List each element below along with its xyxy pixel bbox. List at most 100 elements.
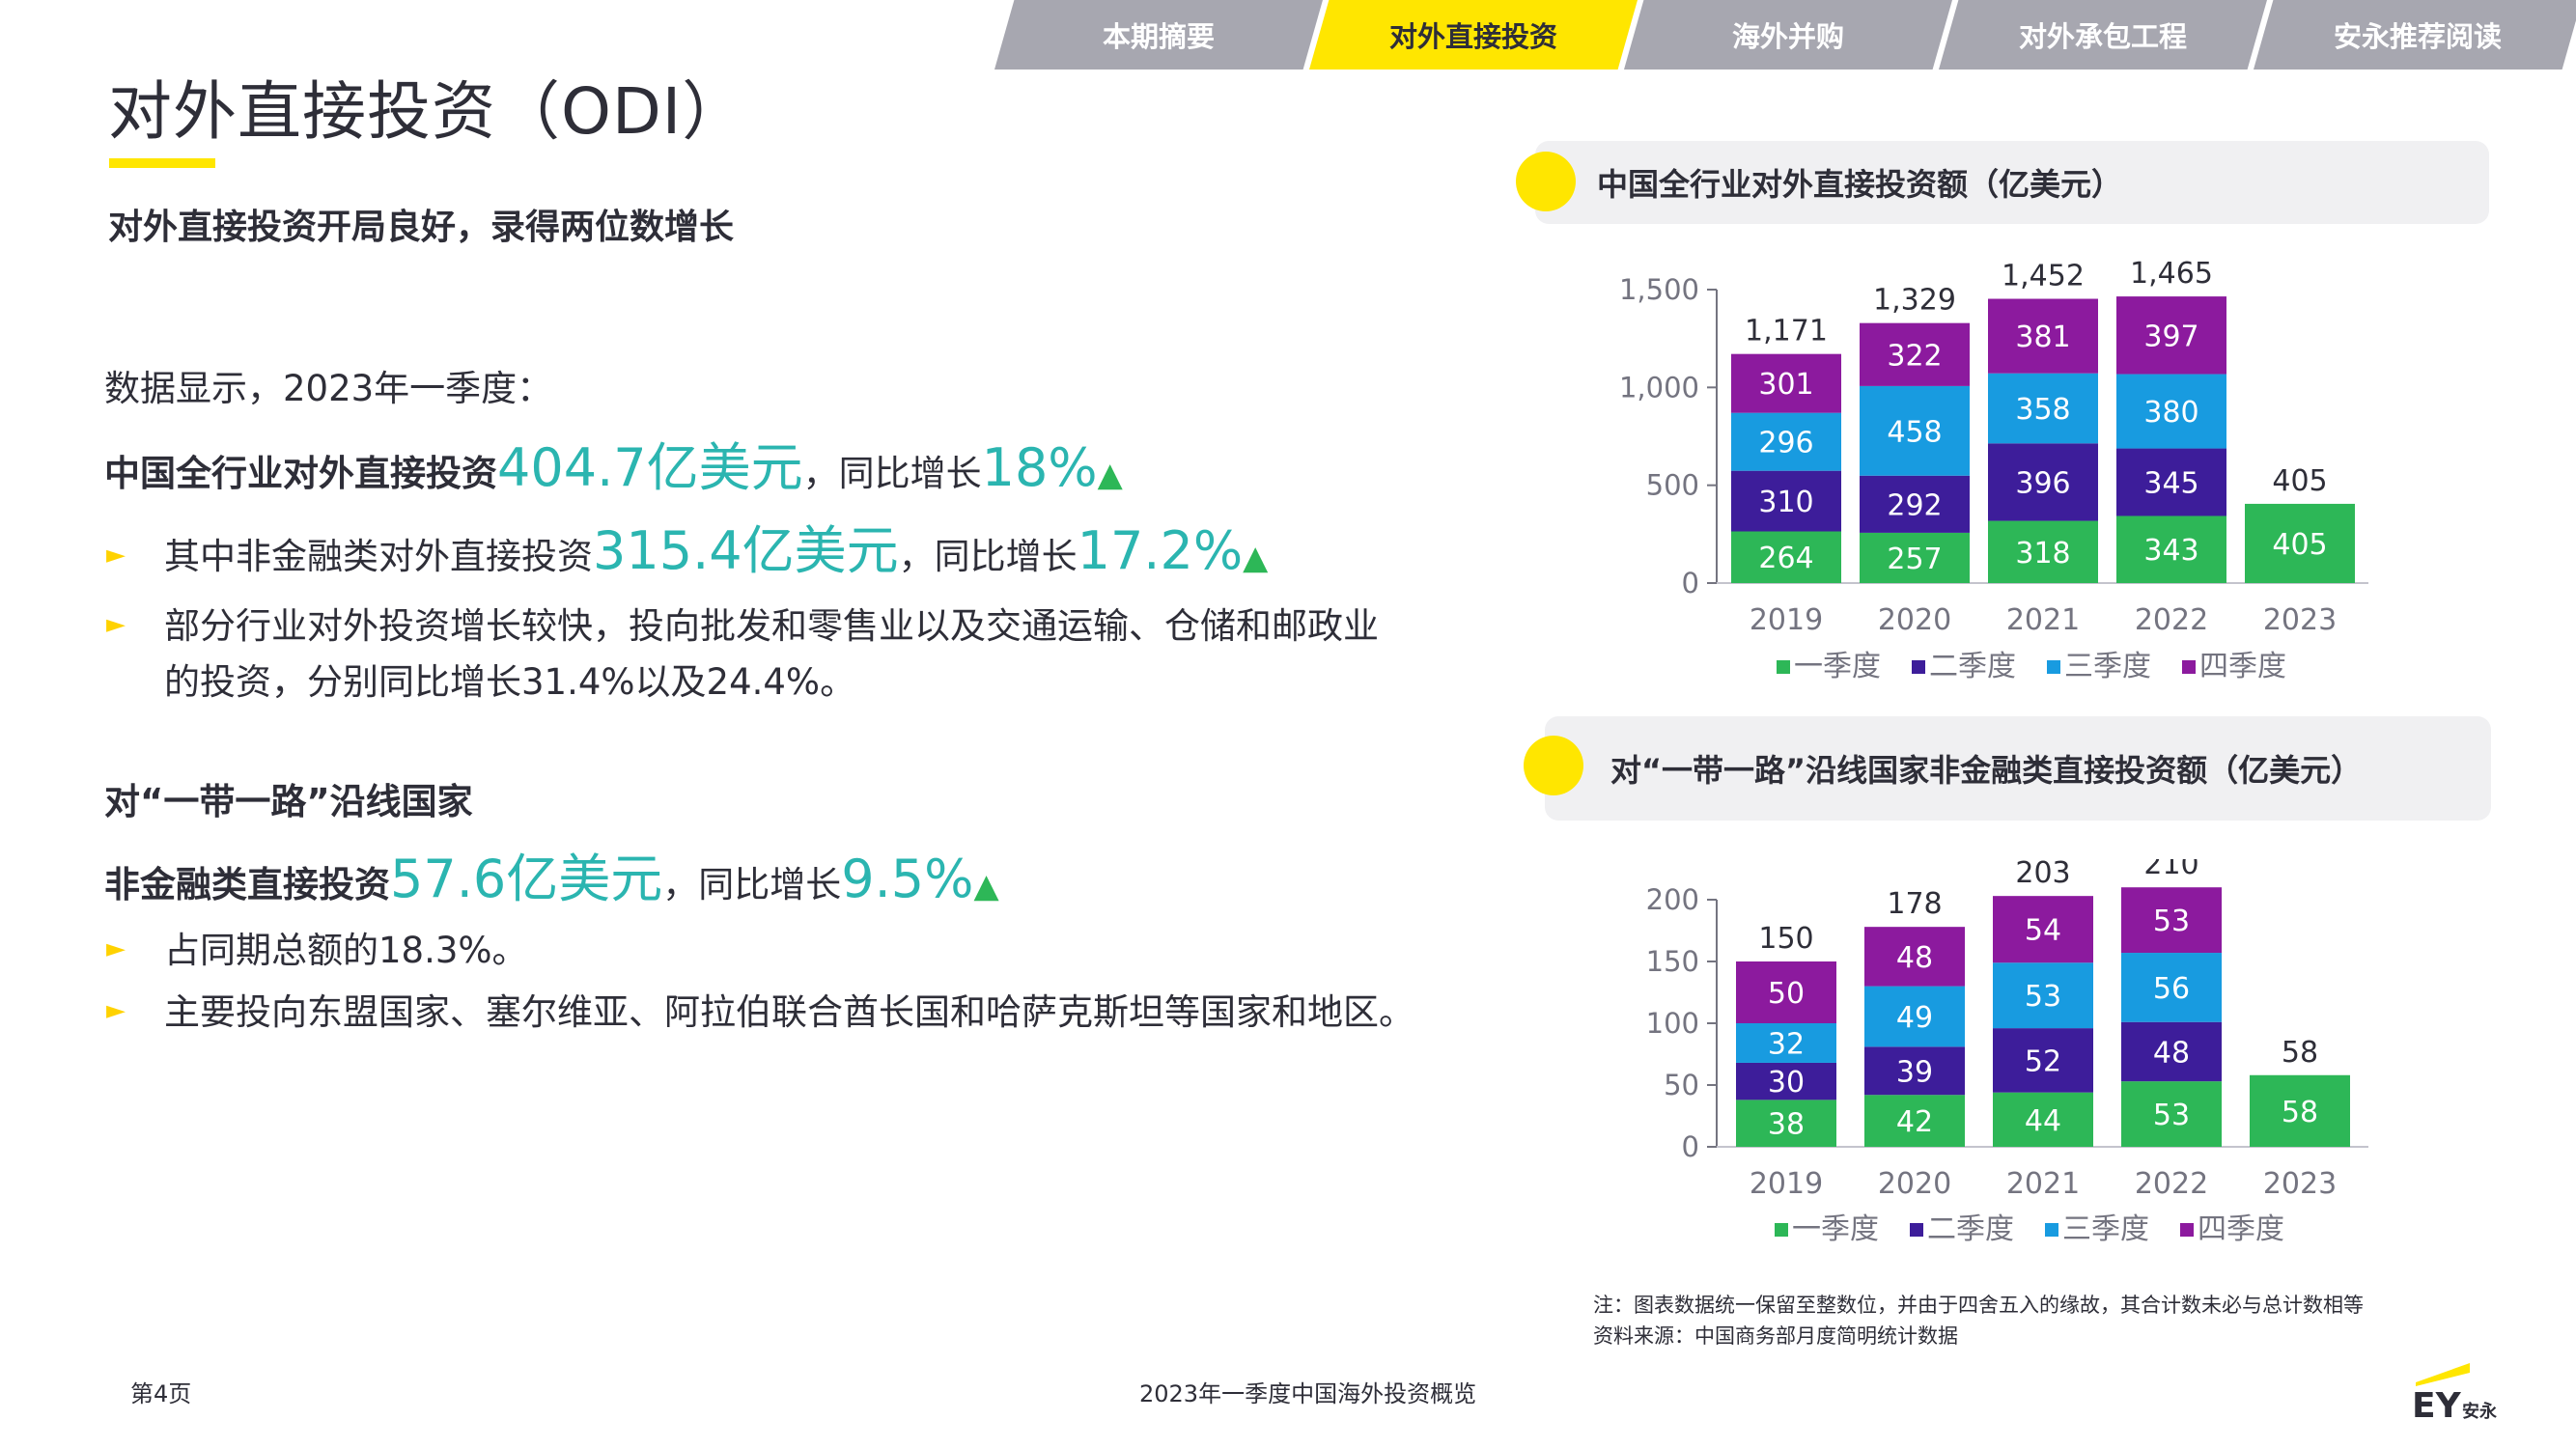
chart2-title: 对“一带一路”沿线国家非金融类直接投资额（亿美元） xyxy=(1610,752,2363,789)
bar-segment xyxy=(1864,1095,1965,1147)
bullet-arrow-icon: ► xyxy=(106,541,126,570)
bar-segment xyxy=(2250,1074,2350,1147)
total-label: 405 xyxy=(2272,464,2327,498)
total-odi-line: 中国全行业对外直接投资404.7亿美元，同比增长18%▲ xyxy=(104,425,1123,501)
bar-segment xyxy=(2121,1081,2222,1147)
x-tick-label: 2019 xyxy=(1750,603,1823,637)
chart2-header: 对“一带一路”沿线国家非金融类直接投资额（亿美元） xyxy=(1545,716,2491,821)
tab-overseas-contracting[interactable]: 对外承包工程 xyxy=(1939,0,2267,70)
total-odi-value: 404.7亿美元 xyxy=(497,437,803,498)
chart1-header: 中国全行业对外直接投资额（亿美元） xyxy=(1535,141,2489,224)
total-label: 1,452 xyxy=(2002,260,2085,293)
data-label: 53 xyxy=(2153,1099,2190,1132)
bar-segment xyxy=(2245,503,2355,583)
bar-segment xyxy=(2121,1021,2222,1082)
non-financial-odi-line: 其中非金融类对外直接投资315.4亿美元，同比增长17.2%▲ xyxy=(164,508,1268,584)
bar-segment xyxy=(1860,322,1970,386)
x-tick-label: 2020 xyxy=(1878,1167,1951,1201)
bar-segment xyxy=(1864,986,1965,1047)
belt-road-heading: 对“一带一路”沿线国家 xyxy=(104,781,473,822)
data-label: 44 xyxy=(2025,1104,2061,1138)
chart-note: 注：图表数据统一保留至整数位，并由于四舍五入的缘故，其合计数未必与总计数相等 xyxy=(1593,1294,2364,1317)
bar-segment xyxy=(1993,1092,2093,1147)
legend-label: 二季度 xyxy=(1927,1212,2014,1246)
total-label: 210 xyxy=(2143,859,2198,881)
belt-road-growth: 9.5% xyxy=(841,849,974,909)
data-label: 296 xyxy=(1758,427,1813,460)
data-label: 380 xyxy=(2143,396,2198,430)
data-label: 405 xyxy=(2272,528,2327,562)
chart1-title: 中国全行业对外直接投资额（亿美元） xyxy=(1597,166,2123,203)
belt-road-value: 57.6亿美元 xyxy=(390,849,663,909)
legend-label: 四季度 xyxy=(2198,1212,2284,1246)
bar-segment xyxy=(2121,887,2222,954)
data-label: 32 xyxy=(1768,1027,1805,1061)
bar-segment xyxy=(2121,953,2222,1022)
bar-segment xyxy=(1736,961,1836,1023)
legend-swatch xyxy=(2180,1223,2194,1237)
bar-segment xyxy=(2116,515,2226,583)
data-label: 53 xyxy=(2025,980,2061,1014)
tab-odi[interactable]: 对外直接投资 xyxy=(1309,0,1638,70)
data-label: 49 xyxy=(1896,1001,1933,1035)
legend-swatch xyxy=(1775,1223,1788,1237)
total-odi-growth: 18% xyxy=(981,437,1098,498)
non-financial-label: 其中非金融类对外直接投资 xyxy=(164,536,593,577)
logo-text: EY xyxy=(2412,1386,2462,1423)
bar-segment xyxy=(1731,531,1841,583)
data-label: 310 xyxy=(1758,486,1813,519)
chart2-belt-road: 0 50 100 150 200 38 30 32 50 150 2019 42 39 49 48 178 20… xyxy=(1646,859,2368,1246)
tab-recommended-reading[interactable]: 安永推荐阅读 xyxy=(2254,0,2576,70)
tab-overseas-mna[interactable]: 海外并购 xyxy=(1624,0,1952,70)
up-arrow-icon: ▲ xyxy=(1097,456,1123,494)
industry-growth-line2: 的投资，分别同比增长31.4%以及24.4%。 xyxy=(164,661,856,703)
bar-segment xyxy=(1988,373,2098,444)
page-subtitle: 对外直接投资开局良好，录得两位数增长 xyxy=(108,208,735,247)
data-label: 264 xyxy=(1758,542,1813,575)
data-label: 48 xyxy=(1896,941,1933,975)
total-odi-mid: ，同比增长 xyxy=(802,453,982,494)
data-label: 292 xyxy=(1887,488,1942,522)
data-label: 318 xyxy=(2015,537,2070,571)
legend-swatch xyxy=(1912,660,1925,674)
legend-label: 一季度 xyxy=(1794,650,1881,683)
bar-segment xyxy=(1988,443,2098,521)
legend-label: 一季度 xyxy=(1792,1212,1879,1246)
y-tick-label: 1,000 xyxy=(1619,371,1699,404)
data-label: 397 xyxy=(2143,320,2198,353)
bar-segment xyxy=(1860,532,1970,583)
bar-segment xyxy=(1731,412,1841,471)
total-label: 1,171 xyxy=(1745,315,1828,348)
y-tick-label: 200 xyxy=(1646,883,1699,916)
x-tick-label: 2020 xyxy=(1878,603,1951,637)
belt-road-label: 非金融类直接投资 xyxy=(104,864,390,905)
total-label: 58 xyxy=(2282,1036,2318,1070)
x-tick-label: 2023 xyxy=(2263,603,2337,637)
page-title: 对外直接投资（ODI） xyxy=(108,74,747,149)
x-tick-label: 2022 xyxy=(2135,1167,2208,1201)
legend-swatch xyxy=(1777,660,1790,674)
non-financial-growth: 17.2% xyxy=(1077,520,1244,581)
tab-summary[interactable]: 本期摘要 xyxy=(994,0,1323,70)
data-label: 53 xyxy=(2153,905,2190,938)
bullet-arrow-icon: ► xyxy=(106,996,126,1025)
title-underline xyxy=(109,158,215,168)
data-label: 54 xyxy=(2025,914,2061,948)
legend-label: 三季度 xyxy=(2064,650,2151,683)
y-tick-label: 500 xyxy=(1646,469,1699,502)
data-label: 345 xyxy=(2143,467,2198,501)
bar-segment xyxy=(2116,296,2226,375)
bar-segment xyxy=(1993,1028,2093,1093)
y-tick-label: 100 xyxy=(1646,1007,1699,1040)
y-tick-label: 1,500 xyxy=(1619,273,1699,306)
data-label: 58 xyxy=(2282,1096,2318,1129)
data-label: 38 xyxy=(1768,1108,1805,1142)
bar-segment xyxy=(1736,1062,1836,1100)
bar-segment xyxy=(1731,353,1841,413)
non-financial-value: 315.4亿美元 xyxy=(593,520,899,581)
belt-road-investment-line: 非金融类直接投资57.6亿美元，同比增长9.5%▲ xyxy=(104,836,999,912)
chart1-odi-total: 0 500 1,000 1,500 264 310 296 301 1,171 2019 257 29… xyxy=(1619,257,2368,683)
up-arrow-icon: ▲ xyxy=(973,867,999,905)
bar-segment xyxy=(1993,962,2093,1029)
legend-label: 四季度 xyxy=(2199,650,2286,683)
